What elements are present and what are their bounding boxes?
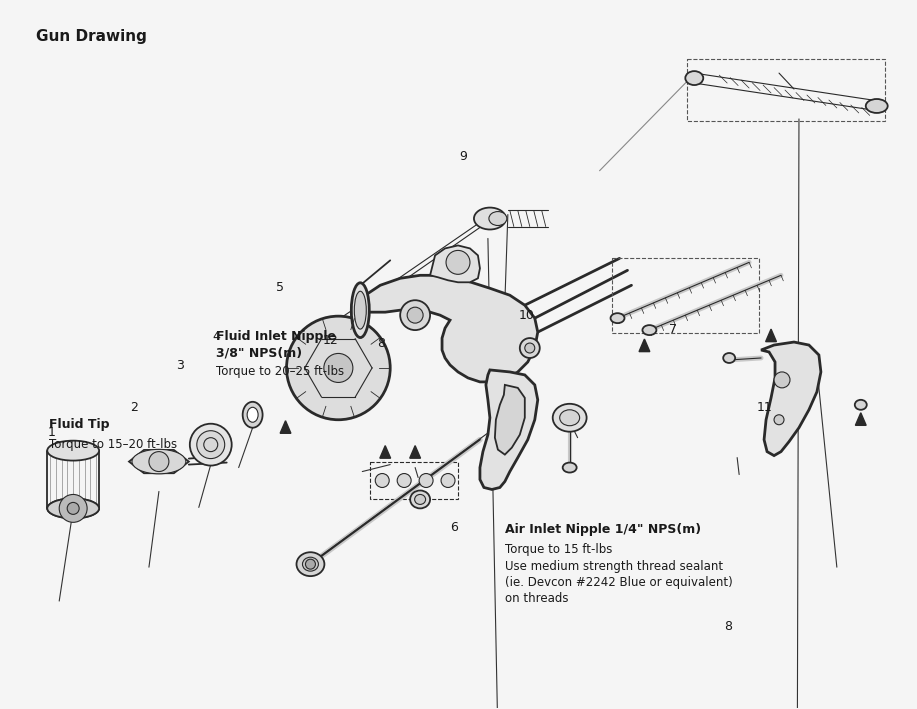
Ellipse shape: [563, 462, 577, 472]
Ellipse shape: [410, 491, 430, 508]
Ellipse shape: [303, 557, 318, 571]
Ellipse shape: [132, 450, 186, 474]
Ellipse shape: [611, 313, 624, 323]
Ellipse shape: [724, 353, 735, 363]
Text: Fluid Tip: Fluid Tip: [50, 418, 110, 431]
Polygon shape: [360, 275, 537, 382]
Circle shape: [375, 474, 389, 488]
Ellipse shape: [243, 402, 262, 428]
Polygon shape: [761, 342, 821, 456]
Ellipse shape: [351, 283, 370, 337]
Text: Use medium strength thread sealant: Use medium strength thread sealant: [505, 560, 723, 573]
Text: (ie. Devcon #2242 Blue or equivalent): (ie. Devcon #2242 Blue or equivalent): [505, 576, 733, 589]
Circle shape: [67, 503, 79, 514]
Bar: [370, 462, 458, 499]
Text: 8: 8: [377, 337, 385, 350]
Ellipse shape: [866, 99, 888, 113]
Ellipse shape: [354, 291, 366, 329]
Ellipse shape: [48, 498, 99, 518]
Text: Gun Drawing: Gun Drawing: [37, 29, 147, 44]
Polygon shape: [639, 339, 650, 352]
Bar: [688, 59, 885, 121]
Ellipse shape: [248, 407, 258, 423]
Polygon shape: [480, 370, 537, 489]
Circle shape: [774, 372, 790, 388]
Text: Fluid Inlet Nipple
3/8" NPS(m): Fluid Inlet Nipple 3/8" NPS(m): [215, 330, 336, 359]
Circle shape: [400, 300, 430, 330]
Text: Torque to 20–25 ft-lbs: Torque to 20–25 ft-lbs: [215, 365, 344, 378]
Text: 3: 3: [176, 359, 183, 372]
Text: 2: 2: [130, 401, 138, 414]
Text: 4: 4: [213, 330, 220, 343]
Text: 5: 5: [276, 281, 284, 294]
Circle shape: [60, 494, 87, 523]
Text: 1: 1: [48, 425, 56, 439]
Text: Air Inlet Nipple 1/4" NPS(m): Air Inlet Nipple 1/4" NPS(m): [505, 523, 701, 536]
Circle shape: [446, 250, 470, 274]
Circle shape: [397, 474, 411, 488]
Ellipse shape: [190, 424, 232, 466]
Polygon shape: [410, 446, 421, 458]
Text: 10: 10: [519, 309, 535, 322]
Circle shape: [520, 338, 540, 358]
Ellipse shape: [559, 410, 580, 425]
Circle shape: [525, 343, 535, 353]
Text: 9: 9: [459, 150, 467, 163]
Text: Torque to 15–20 ft-lbs: Torque to 15–20 ft-lbs: [50, 437, 177, 451]
Text: 8: 8: [724, 620, 732, 633]
Text: Torque to 15 ft-lbs: Torque to 15 ft-lbs: [505, 543, 613, 557]
Polygon shape: [430, 245, 480, 282]
Ellipse shape: [296, 552, 325, 576]
Circle shape: [407, 307, 423, 323]
Ellipse shape: [685, 71, 703, 85]
Circle shape: [419, 474, 433, 488]
Polygon shape: [280, 420, 291, 433]
Ellipse shape: [553, 404, 587, 432]
Circle shape: [441, 474, 455, 488]
Polygon shape: [129, 450, 189, 473]
Text: 7: 7: [669, 323, 678, 336]
Polygon shape: [380, 446, 391, 458]
Ellipse shape: [48, 441, 99, 461]
Polygon shape: [766, 329, 777, 342]
Text: on threads: on threads: [505, 592, 569, 605]
Polygon shape: [856, 413, 867, 425]
Circle shape: [305, 559, 315, 569]
Circle shape: [774, 415, 784, 425]
Ellipse shape: [489, 211, 507, 225]
Ellipse shape: [414, 494, 425, 504]
Circle shape: [324, 354, 353, 382]
Ellipse shape: [48, 498, 99, 518]
Ellipse shape: [855, 400, 867, 410]
Polygon shape: [495, 385, 525, 454]
Text: 6: 6: [450, 521, 458, 534]
Ellipse shape: [286, 316, 391, 420]
Circle shape: [149, 452, 169, 471]
Ellipse shape: [474, 208, 506, 230]
Bar: [612, 258, 759, 333]
Ellipse shape: [197, 430, 225, 459]
Ellipse shape: [643, 325, 657, 335]
Text: 11: 11: [757, 401, 773, 414]
Text: 12: 12: [323, 334, 338, 347]
